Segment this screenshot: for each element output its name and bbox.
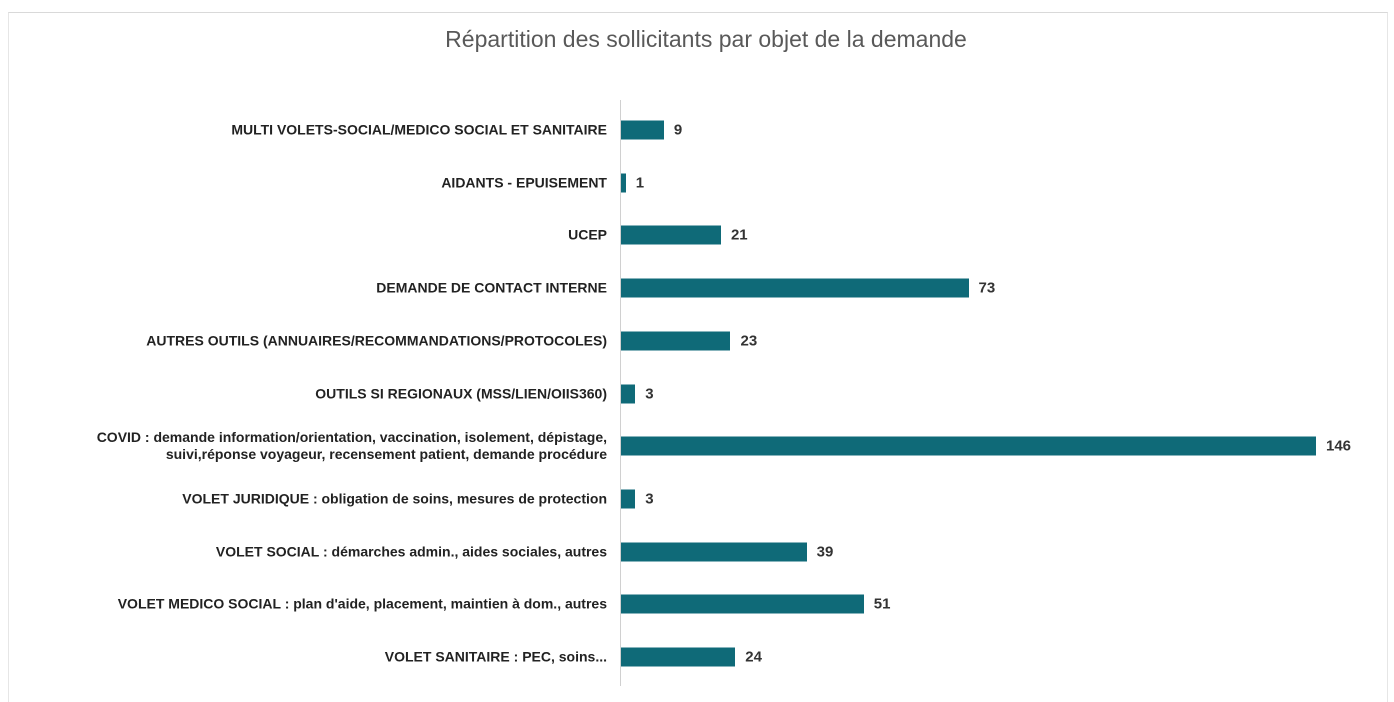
category-label: AUTRES OUTILS (ANNUAIRES/RECOMMANDATIONS… (146, 332, 607, 349)
bar (621, 436, 1316, 456)
category-label: UCEP (568, 226, 607, 243)
category-label: VOLET MEDICO SOCIAL : plan d'aide, place… (117, 595, 607, 612)
category-label: AIDANTS - EPUISEMENT (441, 174, 607, 191)
data-label: 51 (873, 595, 891, 613)
bar (621, 594, 864, 614)
category-label: VOLET JURIDIQUE : obligation de soins, m… (182, 490, 607, 507)
data-label: 39 (816, 543, 834, 561)
data-label: 3 (645, 385, 654, 402)
bar (621, 331, 731, 351)
bar (621, 120, 664, 140)
category-label: COVID : demande information/orientation,… (96, 429, 607, 463)
category-label: MULTI VOLETS-SOCIAL/MEDICO SOCIAL ET SAN… (231, 121, 607, 138)
data-label: 3 (645, 490, 654, 508)
bar (621, 647, 736, 667)
bar (621, 384, 636, 403)
data-label: 21 (730, 226, 748, 244)
category-label: VOLET SOCIAL : démarches admin., aides s… (215, 543, 607, 560)
category-label: VOLET SANITAIRE : PEC, soins... (384, 648, 607, 665)
category-label: DEMANDE DE CONTACT INTERNE (376, 279, 607, 296)
data-label: 23 (740, 332, 758, 350)
bar (621, 542, 807, 562)
bar (621, 173, 626, 193)
frame (8, 12, 1388, 702)
data-label: 9 (673, 121, 683, 139)
bar (621, 225, 721, 245)
bar (621, 489, 636, 509)
data-label: 24 (745, 648, 762, 666)
category-axis (620, 100, 621, 686)
chart-title: Répartition des sollicitants par objet d… (445, 26, 967, 52)
bar (621, 278, 969, 298)
data-label: 1 (635, 174, 645, 192)
data-label: 146 (1326, 437, 1352, 455)
data-label: 73 (978, 279, 996, 297)
category-label: OUTILS SI REGIONAUX (MSS/LIEN/OIIS360) (315, 385, 607, 401)
